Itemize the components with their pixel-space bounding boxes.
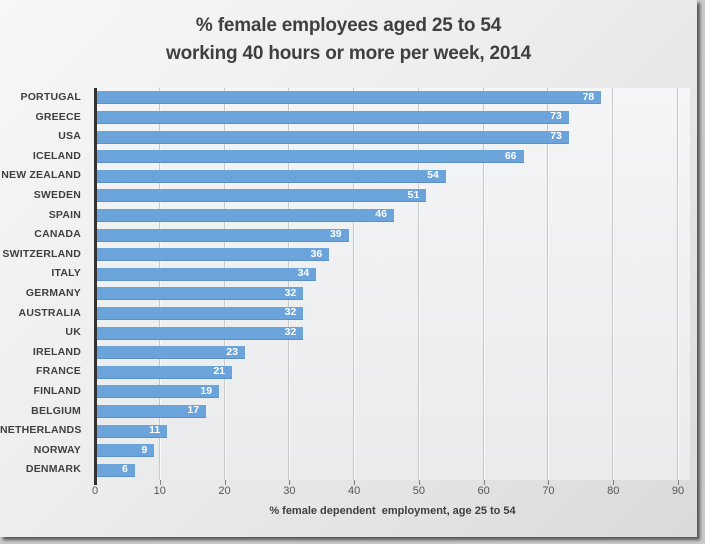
bar: 32	[96, 306, 304, 320]
bar-value-label: 21	[213, 365, 226, 378]
category-label: SWITZERLAND	[2, 247, 81, 260]
bar-value-label: 32	[284, 326, 297, 338]
gridline	[417, 88, 420, 480]
category-label: NORWAY	[33, 443, 81, 456]
tick-mark	[613, 480, 615, 485]
category-label: ICELAND	[32, 149, 81, 162]
gridline	[482, 88, 485, 480]
gridline	[288, 88, 291, 480]
plot-area: 78 73 73 66 54 51 46 39 36 34 32 32 32 23 21 19 17 11 9 6	[94, 88, 690, 485]
chart-title-line2: working 40 hours or more per week, 2014	[166, 43, 531, 64]
y-axis-line	[94, 88, 97, 485]
bar: 73	[96, 110, 569, 124]
bar: 32	[96, 326, 304, 340]
chart-title-line1: % female employees aged 25 to 54	[195, 15, 502, 36]
bar: 23	[96, 345, 245, 360]
gridline	[223, 88, 226, 480]
bar-value-label: 73	[550, 130, 562, 142]
bar-value-label: 78	[582, 90, 595, 103]
tick-mark	[418, 480, 420, 485]
category-label: SPAIN	[48, 208, 81, 221]
bar: 9	[96, 443, 155, 458]
category-label: GREECE	[35, 110, 81, 123]
bar-value-label: 23	[226, 345, 238, 358]
bar-value-label: 32	[284, 286, 297, 299]
tick-label: 90	[671, 485, 685, 497]
tick-mark	[289, 480, 291, 485]
chart-image-frame: % female employees aged 25 to 54 working…	[0, 0, 697, 537]
bar: 39	[96, 228, 349, 242]
tick-mark	[224, 480, 226, 485]
gridline	[547, 88, 550, 480]
tick-label: 70	[542, 485, 555, 497]
bar-value-label: 11	[149, 424, 161, 436]
gridline	[677, 88, 679, 480]
tick-label: 50	[412, 485, 425, 497]
bar-value-label: 9	[141, 443, 148, 456]
tick-label: 20	[218, 485, 231, 497]
bar: 19	[96, 384, 220, 399]
category-label: ITALY	[51, 267, 81, 280]
bar-value-label: 46	[375, 208, 387, 221]
bar-value-label: 39	[329, 228, 342, 240]
category-label: PORTUGAL	[20, 91, 81, 103]
bar: 34	[96, 267, 317, 281]
x-axis-title: % female dependent employment, age 25 to…	[269, 505, 516, 517]
bar: 51	[96, 188, 427, 203]
category-label: IRELAND	[32, 345, 81, 358]
bar: 36	[96, 247, 330, 262]
category-label: NEW ZEALAND	[1, 169, 81, 182]
bar-value-label: 19	[200, 384, 213, 397]
category-label: CANADA	[34, 228, 81, 241]
bar-value-label: 36	[310, 247, 323, 260]
bar: 66	[96, 149, 524, 164]
bar-value-label: 73	[550, 110, 562, 123]
gridline	[612, 88, 615, 480]
bar: 6	[96, 463, 135, 477]
tick-mark	[678, 480, 679, 485]
category-label: FRANCE	[36, 365, 81, 378]
bar-value-label: 51	[407, 188, 420, 201]
category-label: SWEDEN	[33, 189, 81, 201]
category-label: USA	[58, 130, 81, 143]
tick-label: 60	[477, 485, 490, 497]
tick-mark	[548, 480, 550, 485]
category-label: GERMANY	[25, 287, 81, 299]
bar: 32	[96, 286, 304, 301]
category-label: AUSTRALIA	[18, 306, 81, 319]
tick-label: 30	[283, 485, 296, 497]
tick-label: 10	[153, 485, 166, 497]
bar-value-label: 6	[122, 463, 128, 476]
bar-value-label: 34	[297, 267, 310, 280]
category-label: FINLAND	[33, 385, 81, 397]
tick-mark	[159, 480, 161, 485]
tick-mark	[354, 480, 356, 485]
x-axis-tick-labels: 0 10 20 30 40 50 60 70 80 90	[92, 480, 690, 502]
bar-value-label: 32	[284, 306, 297, 319]
tick-mark	[483, 480, 485, 485]
category-label: BELGIUM	[31, 404, 81, 417]
bar: 21	[96, 365, 233, 379]
bar-value-label: 17	[187, 404, 200, 417]
bar-value-label: 54	[427, 169, 439, 182]
bar: 17	[96, 404, 207, 418]
tick-label: 0	[91, 485, 99, 497]
category-axis-labels: PORTUGAL GREECE USA ICELAND NEW ZEALAND SWEDE…	[0, 88, 88, 480]
bar: 78	[96, 90, 602, 105]
bar: 73	[96, 130, 569, 144]
gridline	[158, 88, 161, 480]
category-label: NETHERLANDS	[0, 424, 82, 437]
chart-title: % female employees aged 25 to 54 working…	[0, 12, 697, 68]
bar-value-label: 66	[504, 149, 517, 162]
tick-label: 40	[347, 485, 361, 497]
category-label: UK	[65, 326, 81, 339]
category-label: DENMARK	[25, 463, 81, 476]
tick-label: 80	[607, 485, 620, 497]
bar: 11	[96, 424, 168, 438]
bar: 46	[96, 208, 394, 222]
bar: 54	[96, 169, 446, 183]
gridline	[353, 88, 356, 480]
